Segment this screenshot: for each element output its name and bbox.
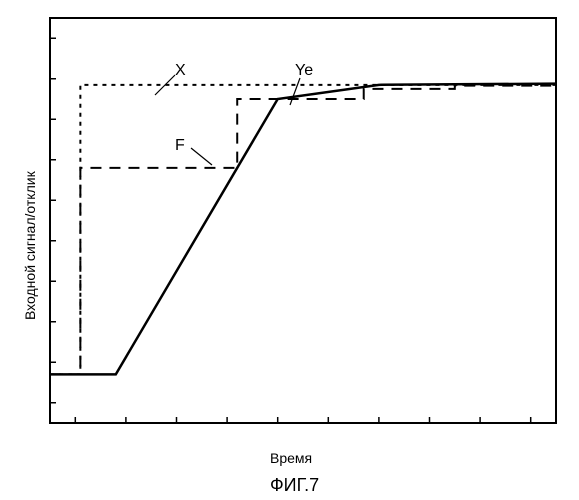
label-x: X: [175, 62, 186, 80]
label-ye: Ye: [295, 62, 313, 80]
chart-svg: [0, 0, 579, 500]
y-axis-label: Входной сигнал/отклик: [22, 171, 38, 320]
label-f: F: [175, 137, 185, 155]
x-axis-label: Время: [270, 450, 312, 466]
figure-caption: ФИГ.7: [270, 475, 319, 496]
